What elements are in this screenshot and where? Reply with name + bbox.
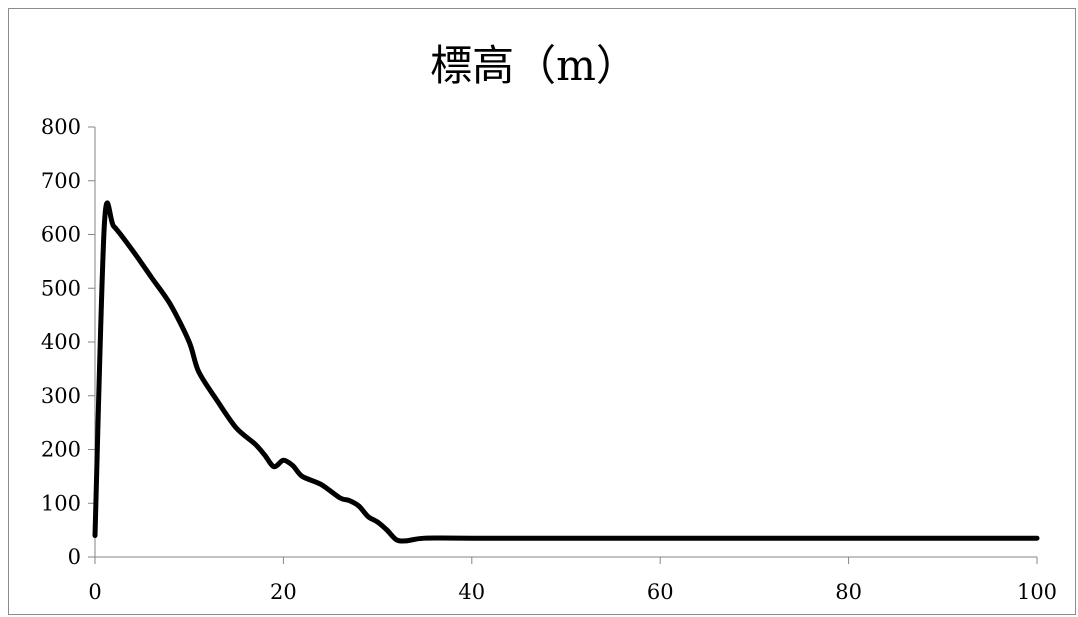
series-layer — [92, 200, 1040, 544]
y-tick-label: 100 — [41, 491, 81, 515]
y-tick-label: 400 — [41, 330, 81, 354]
y-tick-label: 700 — [41, 169, 81, 193]
y-tick-label: 600 — [41, 223, 81, 247]
x-tick-label: 40 — [458, 580, 485, 604]
y-tick-label: 0 — [68, 545, 81, 569]
chart-title: 標高（m） — [430, 41, 638, 90]
x-tick-label: 100 — [1017, 580, 1057, 604]
y-tick-label: 300 — [41, 384, 81, 408]
y-tick-label: 200 — [41, 438, 81, 462]
x-tick-label: 80 — [835, 580, 862, 604]
y-tick-label: 800 — [41, 115, 81, 139]
x-tick-label: 0 — [88, 580, 101, 604]
x-tick-label: 60 — [647, 580, 674, 604]
x-tick-label: 20 — [270, 580, 297, 604]
tick-labels: 0 100 200 300 400 500 600 700 800 0 20 40 60 80 100 — [41, 115, 1057, 604]
y-tick-label: 500 — [41, 276, 81, 300]
chart-frame — [8, 8, 1076, 615]
axes — [88, 126, 1038, 564]
series-line-0 — [92, 200, 1040, 544]
